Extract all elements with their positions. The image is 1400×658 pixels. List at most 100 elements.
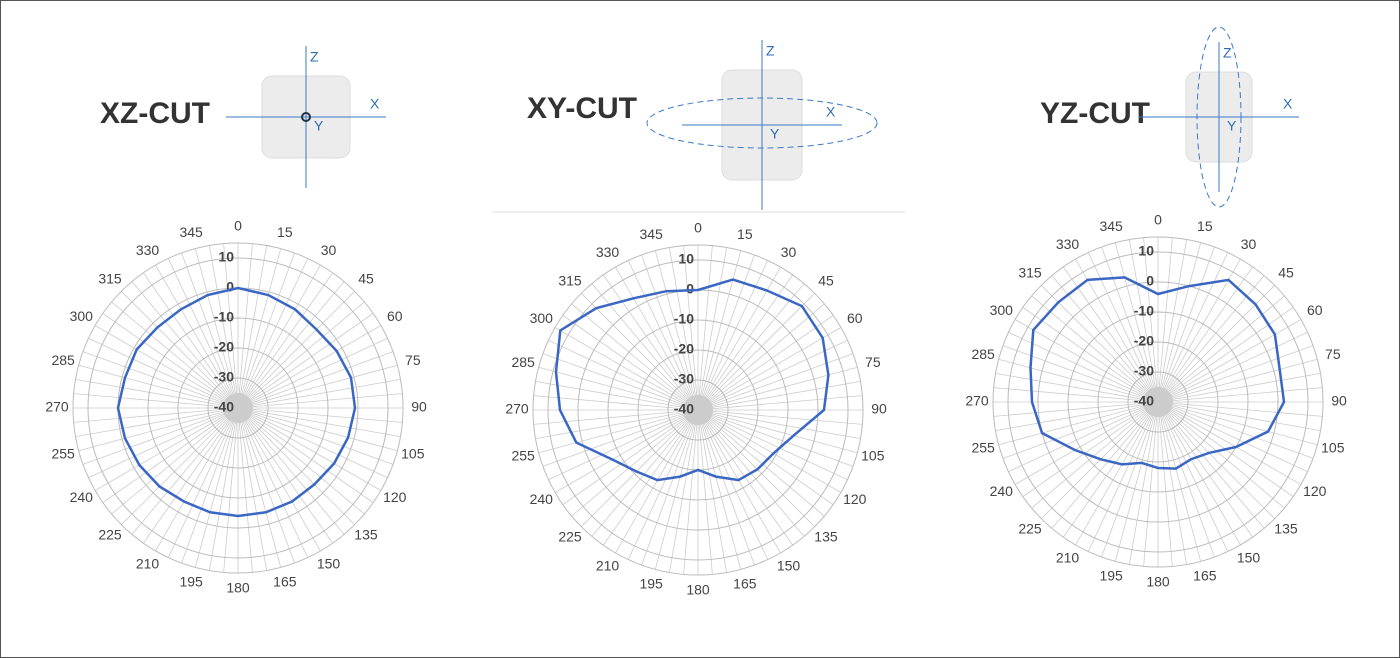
spoke (237, 407, 345, 535)
spoke (1157, 358, 1318, 403)
angle-label: 90 (1331, 393, 1347, 409)
angle-label: 30 (321, 242, 337, 258)
pattern-line (554, 278, 830, 482)
spoke (208, 407, 239, 571)
spoke (237, 407, 398, 452)
spoke (697, 409, 781, 554)
spoke (697, 409, 848, 481)
spoke (111, 301, 239, 409)
spoke (697, 245, 713, 411)
spoke (697, 395, 863, 411)
spoke (102, 407, 239, 503)
spoke (1143, 401, 1159, 567)
r-tick-label: -10 (214, 309, 234, 325)
spoke (1157, 258, 1241, 403)
spoke (223, 243, 239, 409)
spoke (143, 272, 239, 409)
spoke (237, 407, 355, 525)
axis-letter: Y (314, 118, 324, 134)
spoke (1087, 401, 1159, 552)
spoke (548, 339, 699, 411)
spoke (1157, 401, 1241, 546)
angle-label: 300 (990, 302, 1014, 318)
spoke (1157, 401, 1314, 459)
outer-ring (992, 236, 1324, 568)
spoke (94, 325, 239, 409)
grid-ring (1067, 311, 1249, 493)
spoke (654, 409, 699, 570)
angle-label: 45 (1278, 265, 1294, 281)
grid-ring (1097, 341, 1219, 463)
spoke (1157, 401, 1321, 432)
angle-label: 135 (354, 527, 378, 543)
spoke (697, 409, 842, 493)
spoke (75, 378, 239, 409)
spoke (1014, 319, 1159, 403)
angle-label: 30 (1241, 236, 1257, 252)
spoke (1114, 401, 1159, 562)
angle-label: 0 (1154, 212, 1162, 228)
spoke (181, 252, 239, 409)
spoke (1157, 239, 1188, 403)
spoke (194, 248, 239, 409)
angle-label: 300 (70, 308, 94, 324)
grid-ring (667, 379, 729, 441)
spoke (993, 387, 1159, 403)
angle-label: 105 (1321, 440, 1345, 456)
angle-label: 195 (1099, 568, 1123, 584)
angle-label: 345 (179, 224, 203, 240)
r-tick-label: -20 (214, 339, 234, 355)
center-disk (683, 395, 713, 425)
axis-letter: X (370, 96, 380, 112)
spoke (554, 327, 699, 411)
angle-label: 315 (558, 273, 582, 289)
angle-label: 225 (1018, 521, 1042, 537)
spoke (237, 301, 365, 409)
spoke (1157, 401, 1188, 565)
angle-label: 315 (98, 271, 122, 287)
spoke (1157, 237, 1173, 403)
spoke (697, 409, 861, 440)
angle-label: 75 (865, 354, 881, 370)
spoke (237, 407, 382, 491)
spoke (995, 372, 1159, 403)
spoke (1051, 401, 1159, 529)
spoke (1014, 401, 1159, 485)
spoke (1157, 307, 1294, 403)
spoke (237, 407, 401, 438)
spoke (1157, 401, 1302, 485)
spoke (683, 245, 699, 411)
axis-letter: Y (1227, 118, 1237, 134)
spoke (1157, 401, 1202, 562)
spoke (73, 407, 239, 423)
grid-ring (547, 259, 849, 561)
spoke (571, 303, 699, 411)
spoke (237, 407, 282, 568)
spoke (641, 409, 699, 566)
spoke (131, 281, 239, 409)
angle-label: 210 (596, 557, 620, 573)
angle-label: 225 (98, 527, 122, 543)
spoke (1157, 266, 1253, 403)
spoke (1002, 345, 1159, 403)
spoke (194, 407, 239, 568)
r-tick-label: 10 (1138, 243, 1154, 259)
spoke (697, 409, 728, 573)
spoke (1157, 331, 1308, 403)
spoke (542, 409, 699, 467)
r-tick-label: 0 (686, 281, 694, 297)
angle-label: 195 (179, 574, 203, 590)
angle-label: 225 (558, 529, 582, 545)
spoke (1128, 239, 1159, 403)
angle-label: 165 (1193, 568, 1217, 584)
spoke (697, 409, 815, 527)
spoke (237, 258, 309, 409)
spoke (88, 407, 239, 479)
angle-label: 180 (1146, 574, 1170, 590)
angle-label: 285 (971, 346, 995, 362)
angle-label: 240 (990, 483, 1014, 499)
spoke (697, 283, 805, 411)
angle-label: 300 (530, 310, 554, 326)
spoke (1157, 372, 1321, 403)
spoke (237, 393, 403, 409)
